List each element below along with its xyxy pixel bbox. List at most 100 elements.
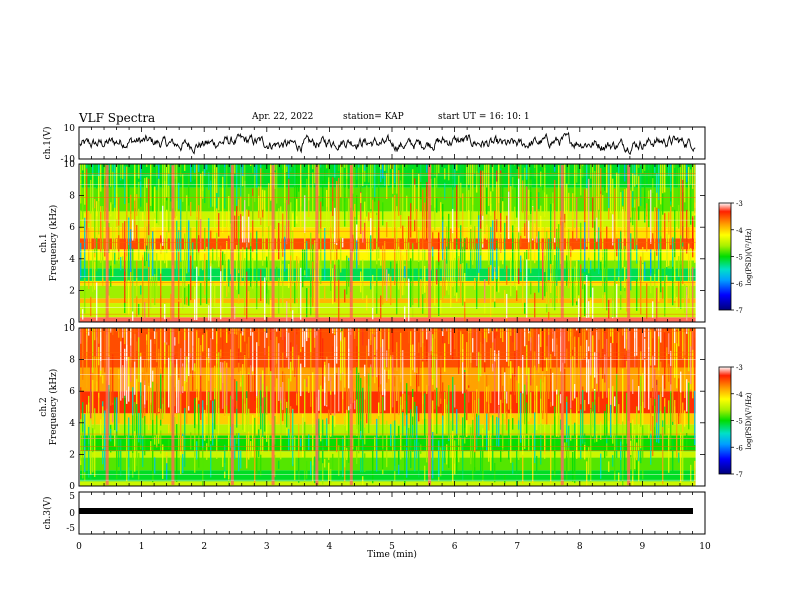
spectrogram-streak (188, 284, 190, 306)
spectrogram-streak (362, 259, 364, 300)
spectrogram-streak (248, 193, 250, 207)
spectrogram-streak (284, 328, 286, 368)
spectrogram-streak (648, 164, 650, 173)
spectrogram-streak (128, 417, 130, 481)
spectrogram-streak (344, 416, 346, 468)
spectrogram-streak (528, 328, 530, 342)
spectrogram-streak (372, 436, 374, 484)
spectrogram-streak (224, 444, 226, 472)
spectrogram-streak (568, 368, 570, 378)
spectrogram-streak (334, 264, 336, 302)
spectrogram-streak (128, 356, 130, 387)
spectrogram-streak (622, 411, 624, 471)
spectrogram-streak (312, 372, 314, 419)
spectrogram-streak (100, 419, 102, 435)
spectrogram-streak (164, 368, 166, 415)
spectrogram-streak (564, 222, 566, 237)
colorbar-tick-label: -5 (736, 418, 743, 426)
spectrogram-streak (132, 387, 134, 438)
spectrogram-streak (156, 164, 158, 224)
spectrogram-streak (260, 269, 262, 302)
spectrogram-streak (214, 284, 216, 307)
spectrogram-streak (676, 343, 678, 389)
spectrogram-streak (552, 192, 554, 214)
spectrogram-streak (596, 164, 598, 218)
spectrogram-streak (672, 164, 674, 208)
spectrogram-streak (496, 416, 498, 447)
spectrogram-streak (694, 460, 696, 485)
spectrogram-streak (318, 328, 320, 330)
spectrogram-streak (652, 415, 654, 457)
spectrogram-streak (480, 354, 482, 377)
spectrogram-streak (624, 189, 626, 237)
spectrogram-streak (82, 402, 84, 449)
spectrogram-streak (610, 342, 612, 405)
spectrogram-streak (544, 376, 546, 420)
spectrogram-streak (542, 328, 544, 383)
spectrogram-streak (124, 166, 126, 205)
spectrogram-streak (492, 164, 494, 192)
spectrogram-streak (554, 179, 556, 238)
spectrogram-streak (376, 333, 378, 378)
spectrogram-streak (228, 259, 230, 287)
spectrogram-streak (518, 383, 520, 421)
spectrogram-band (80, 280, 696, 286)
spectrogram-streak (170, 328, 172, 389)
frequency-tick-label: 2 (69, 450, 75, 460)
spectrogram-streak (520, 174, 522, 236)
spectrogram-streak (94, 421, 96, 478)
spectrogram-streak (216, 187, 218, 211)
spectrogram-streak (508, 191, 510, 240)
spectrogram-streak (374, 436, 376, 453)
spectrogram-streak (294, 281, 296, 304)
spectrogram-streak (468, 391, 470, 403)
spectrogram-streak (110, 202, 112, 215)
spectrogram-streak (190, 227, 192, 256)
spectrogram-streak (102, 375, 104, 384)
spectrogram-streak (86, 168, 88, 230)
spectrogram-streak (268, 328, 270, 347)
spectrogram-streak (146, 177, 148, 188)
spectrogram-streak (526, 375, 528, 395)
spectrogram-streak (386, 328, 388, 330)
spectrogram-streak (250, 328, 252, 336)
spectrogram-streak (548, 328, 550, 364)
spectrogram-streak (324, 364, 326, 406)
spectrogram-streak (198, 252, 200, 276)
spectrogram-streak (250, 232, 252, 254)
spectrogram-streak (122, 222, 124, 239)
spectrogram-streak (438, 232, 440, 283)
spectrogram-streak (156, 252, 158, 299)
spectrogram-streak (388, 328, 390, 349)
spectrogram-streak (354, 400, 356, 410)
spectrogram-streak (268, 183, 270, 237)
spectrogram-streak (362, 164, 364, 172)
spectrogram-streak (444, 182, 446, 200)
spectrogram-streak (506, 328, 508, 362)
spectrogram-streak (690, 464, 692, 483)
spectrogram-streak (524, 384, 526, 441)
spectrogram-streak (254, 281, 256, 293)
spectrogram-streak (286, 164, 288, 167)
spectrogram-band (80, 227, 696, 239)
spectrogram-streak (120, 164, 122, 179)
spectrogram-streak (442, 259, 444, 279)
spectrogram-streak (594, 218, 596, 272)
spectrogram-streak (652, 178, 654, 193)
spectrogram-streak (482, 170, 484, 216)
spectrogram-streak (338, 164, 340, 171)
spectrogram-streak (618, 239, 620, 277)
spectrogram-streak (96, 201, 98, 238)
spectrogram-streak (668, 212, 670, 222)
spectrogram-streak (212, 400, 214, 446)
spectrogram-streak (490, 348, 492, 404)
spectrogram-streak (366, 217, 368, 254)
spectrogram-streak (236, 400, 238, 409)
spectrogram-streak (376, 418, 378, 472)
spectrogram-streak (586, 328, 588, 331)
spectrogram-burst (230, 329, 234, 485)
spectrogram-streak (522, 164, 524, 185)
spectrogram-streak (380, 328, 382, 385)
spectrogram-streak (652, 355, 654, 397)
spectrogram-streak (412, 388, 414, 452)
